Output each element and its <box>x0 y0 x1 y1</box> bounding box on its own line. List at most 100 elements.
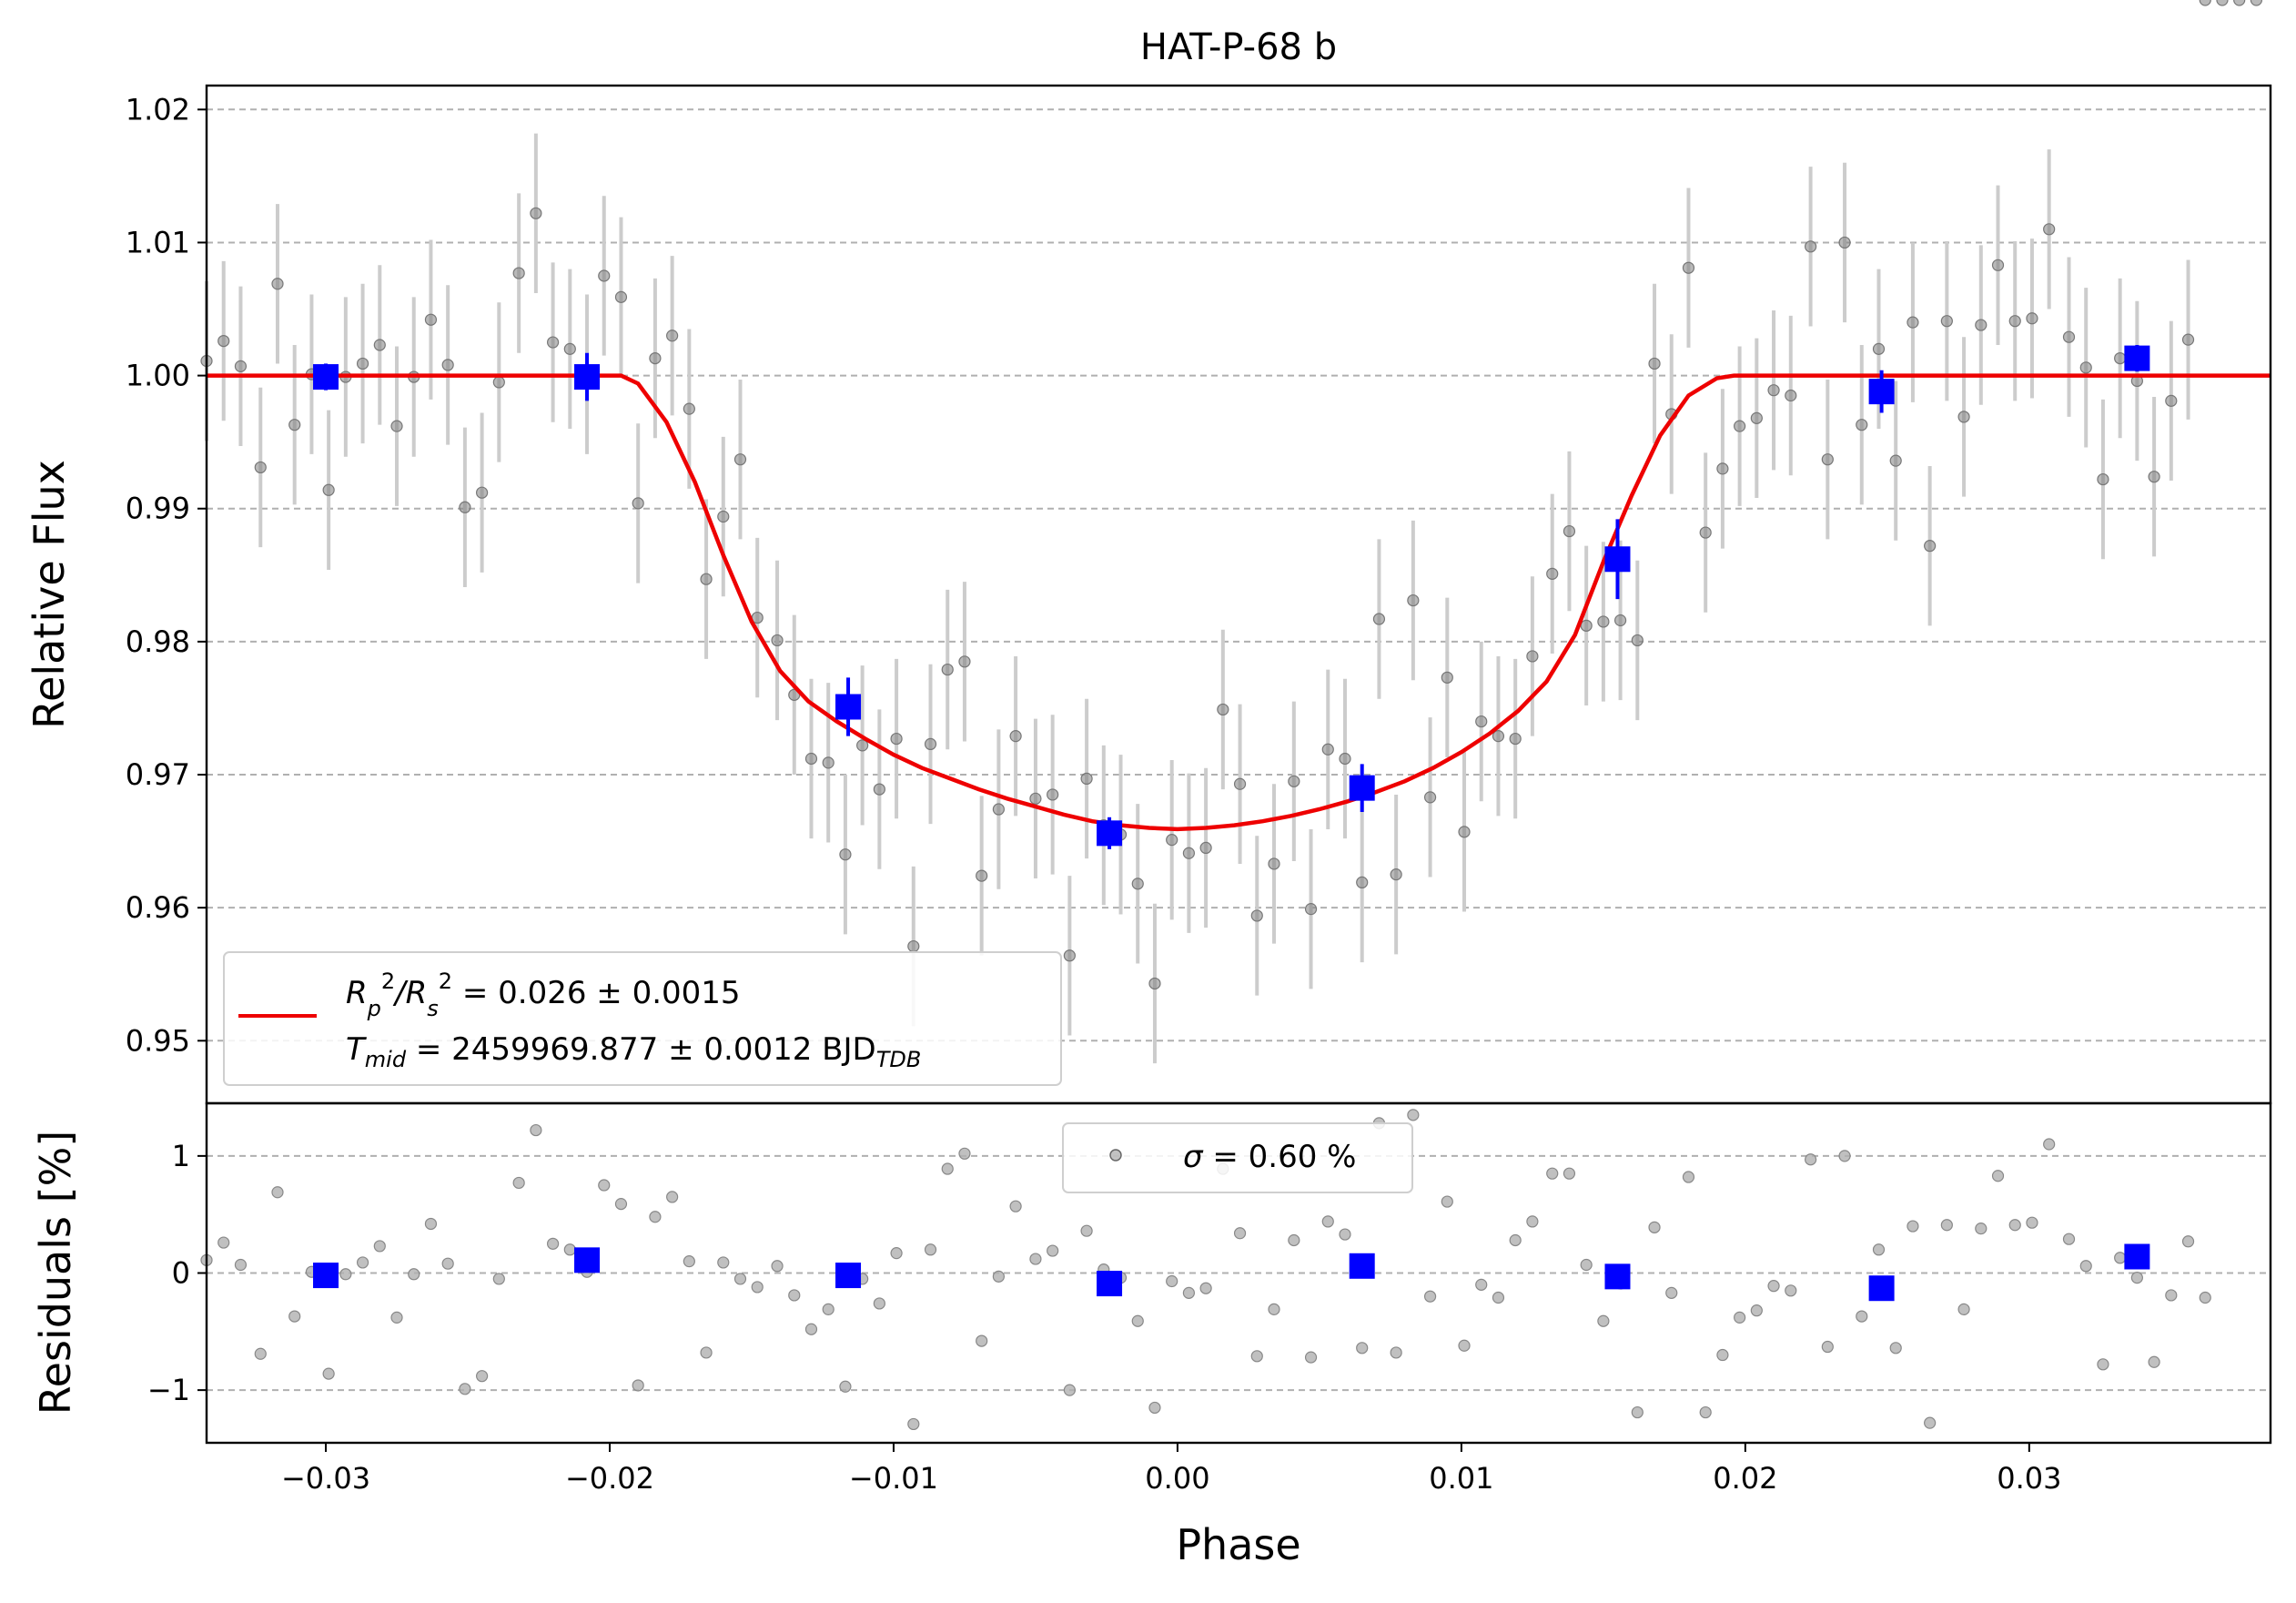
raw-point <box>1009 730 1022 743</box>
residual-point <box>234 1258 248 1272</box>
raw-point <box>2148 471 2160 483</box>
raw-point <box>1563 524 1576 538</box>
raw-points <box>200 0 2262 990</box>
residual-point <box>1821 1340 1834 1354</box>
residual-point <box>459 1383 471 1395</box>
raw-point <box>856 739 869 752</box>
raw-point <box>733 453 747 466</box>
residual-point <box>1805 1153 1817 1166</box>
raw-point <box>717 510 730 523</box>
x-tick-label: 0.03 <box>1997 1461 2061 1496</box>
residual-point <box>1390 1346 1402 1359</box>
raw-point <box>1080 772 1093 786</box>
residual-point <box>339 1268 352 1281</box>
fit-legend-box <box>223 951 1062 1086</box>
residual-point <box>271 1186 284 1199</box>
y-tick-label-top: 1.01 <box>126 225 190 259</box>
raw-point <box>217 334 230 348</box>
binned-residual <box>313 1263 339 1289</box>
residual-point <box>1716 1348 1729 1362</box>
residual-point <box>1148 1401 1161 1415</box>
raw-point <box>1750 411 1763 424</box>
raw-point <box>958 655 971 668</box>
residual-point <box>1458 1339 1471 1352</box>
raw-point <box>666 330 679 342</box>
raw-point <box>976 869 988 882</box>
raw-point <box>1047 788 1059 801</box>
residual-point <box>1682 1171 1695 1183</box>
y-tick-label-top: 0.97 <box>126 757 190 792</box>
residual-point <box>1233 1227 1247 1240</box>
residual-point <box>976 1334 988 1347</box>
raw-point <box>1182 847 1196 859</box>
raw-point <box>254 461 267 474</box>
raw-point <box>1063 949 1076 962</box>
residual-point <box>441 1257 454 1270</box>
residual-point <box>530 1123 542 1137</box>
residual-point <box>2062 1233 2076 1245</box>
raw-point <box>288 419 301 431</box>
residual-point <box>1199 1282 1212 1294</box>
residual-point <box>390 1311 403 1324</box>
residual-point <box>322 1367 335 1380</box>
residual-point <box>992 1270 1005 1283</box>
raw-point <box>2181 333 2195 346</box>
binned-point <box>1604 546 1631 573</box>
raw-point <box>2008 315 2021 328</box>
raw-point <box>1805 240 1817 253</box>
residual-point <box>546 1237 560 1250</box>
raw-point <box>1148 977 1161 990</box>
residual-point <box>788 1289 801 1302</box>
binned-residual <box>1868 1275 1895 1302</box>
raw-point <box>546 336 560 349</box>
x-tick-label: 0.01 <box>1429 1461 1493 1496</box>
raw-point <box>234 360 248 372</box>
raw-point <box>1166 834 1178 847</box>
residual-point <box>2148 1355 2160 1368</box>
residual-point <box>751 1281 764 1294</box>
residual-point <box>288 1310 301 1323</box>
x-tick-label: −0.01 <box>849 1461 938 1496</box>
top-panel-gridlines <box>207 108 2271 1042</box>
fit-legend-tmid: Tmid = 2459969.877 ± 0.0012 BJDTDB <box>346 1031 921 1072</box>
binned-residuals <box>313 1243 2150 1302</box>
raw-point <box>1475 715 1488 728</box>
binned-point <box>1097 820 1123 847</box>
raw-point <box>1924 540 1937 553</box>
sigma-legend-text: σ = 0.60 % <box>1183 1139 1356 1175</box>
binned-residual <box>1349 1253 1375 1279</box>
x-tick-label: −0.03 <box>281 1461 370 1496</box>
residual-point <box>1182 1286 1196 1299</box>
binned-point <box>574 364 601 391</box>
raw-point <box>1767 384 1780 397</box>
residual-point <box>1699 1405 1712 1419</box>
raw-point <box>1492 730 1505 743</box>
residual-point <box>2043 1138 2056 1151</box>
residual-point <box>1924 1416 1937 1429</box>
raw-point <box>700 573 713 585</box>
residual-point <box>614 1198 628 1211</box>
raw-point <box>322 483 335 496</box>
raw-point <box>1734 420 1746 432</box>
residual-point <box>1063 1384 1076 1396</box>
raw-point <box>1991 259 2005 271</box>
residual-point <box>598 1179 611 1192</box>
raw-point <box>1304 903 1318 916</box>
raw-point <box>1580 619 1593 632</box>
raw-point <box>873 783 885 796</box>
binned-points <box>313 344 2150 849</box>
raw-point <box>2165 394 2178 407</box>
residual-point <box>254 1347 267 1360</box>
binned-point <box>313 364 339 391</box>
residual-point <box>822 1303 834 1315</box>
residual-point <box>632 1379 644 1392</box>
raw-point <box>1821 453 1834 466</box>
axis-ticks: −0.03 −0.02 −0.01 0.00 0.01 0.02 0.03 0.95 0.96 0… <box>126 92 2062 1496</box>
residual-point <box>666 1191 679 1203</box>
raw-point <box>424 313 438 326</box>
residual-point <box>804 1323 818 1335</box>
residual-point <box>356 1256 369 1269</box>
residual-point <box>1131 1314 1144 1327</box>
y-tick-label-bottom: 1 <box>172 1139 190 1173</box>
binned-residual <box>574 1247 601 1273</box>
